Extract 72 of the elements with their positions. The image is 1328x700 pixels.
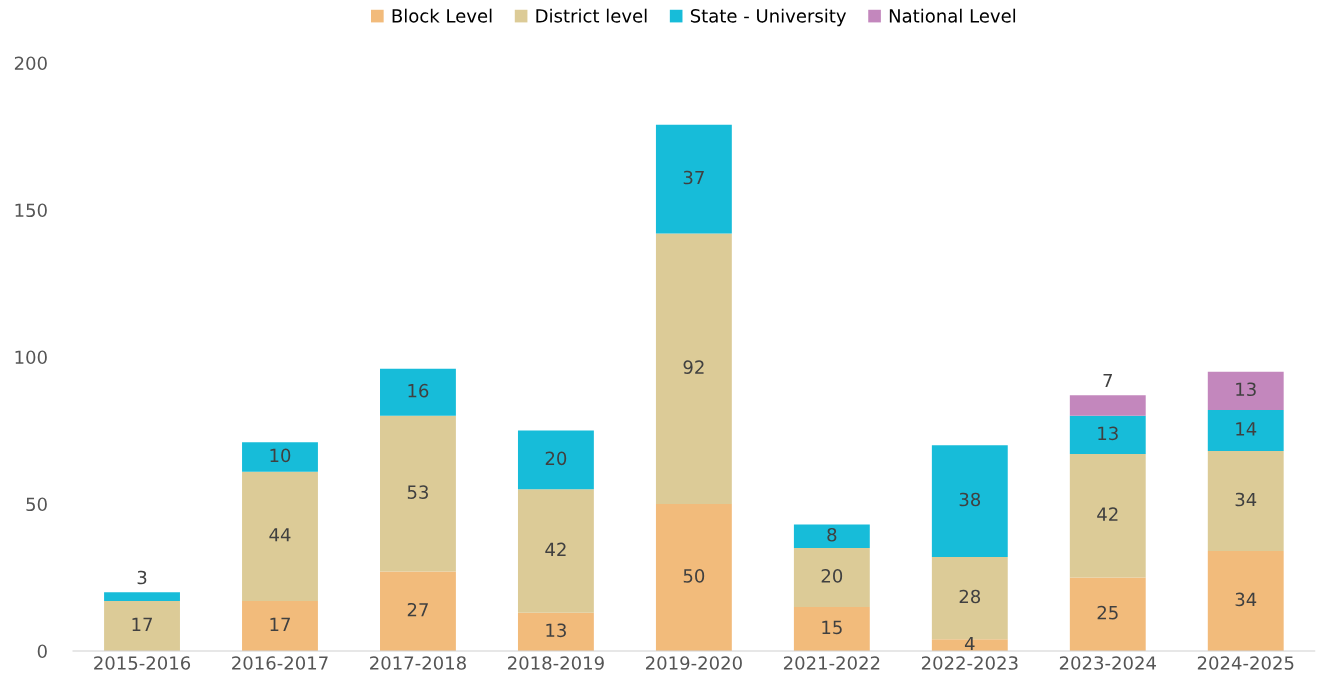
bar	[655, 233, 732, 504]
data-label: 15	[822, 620, 842, 635]
data-label: 37	[683, 170, 704, 185]
data-label: 8	[827, 527, 837, 542]
legend-label: District level	[536, 8, 647, 23]
bar	[1069, 577, 1146, 651]
x-tick-label: 2024-2025	[1197, 656, 1294, 670]
x-tick-label: 2016-2017	[232, 656, 328, 670]
data-label: 53	[407, 485, 428, 499]
bar	[1207, 451, 1284, 552]
x-tick-label: 2018-2019	[508, 656, 604, 670]
data-label: 34	[1235, 492, 1257, 507]
y-tick-label: 0	[37, 644, 47, 659]
bar	[1207, 371, 1284, 410]
data-label: 10	[270, 448, 291, 463]
bar	[242, 601, 318, 651]
x-tick-label: 2015-2016	[94, 656, 191, 670]
data-label: 27	[407, 602, 428, 617]
data-label: 42	[545, 542, 566, 557]
x-tick-label: 2023-2024	[1059, 656, 1156, 670]
y-tick-label: 100	[15, 350, 47, 365]
data-label: 13	[1236, 382, 1256, 397]
bar	[655, 504, 732, 651]
legend-label: State - University	[690, 8, 847, 27]
bar	[104, 592, 180, 602]
data-label: 14	[1236, 422, 1257, 436]
legend-label: Block Level	[392, 8, 492, 23]
y-tick-label: 50	[26, 497, 47, 512]
data-label: 42	[1097, 507, 1118, 521]
bar	[1207, 551, 1284, 651]
x-tick-label: 2017-2018	[370, 656, 466, 670]
data-label: 20	[821, 569, 843, 583]
bar	[1069, 395, 1146, 416]
data-label: 4	[964, 636, 975, 651]
x-tick-label: 2021-2022	[783, 656, 880, 670]
bar	[1207, 409, 1284, 452]
bar	[793, 524, 870, 549]
data-label: 3	[137, 570, 147, 585]
data-label: 44	[269, 528, 291, 542]
data-label: 92	[683, 360, 704, 374]
data-label: 16	[408, 383, 429, 398]
bar	[655, 124, 732, 234]
bar	[517, 489, 594, 613]
bar	[380, 415, 456, 572]
bar	[793, 548, 870, 607]
y-tick-label: 200	[14, 56, 47, 71]
bar	[931, 445, 1008, 557]
data-label: 38	[959, 492, 981, 507]
data-label: 50	[683, 569, 705, 583]
legend-label: National Level	[889, 8, 1016, 23]
data-label: 34	[1235, 592, 1257, 607]
bar	[1069, 454, 1146, 578]
x-tick-label: 2019-2020	[645, 656, 742, 670]
data-label: 7	[1103, 373, 1112, 388]
data-label: 25	[1097, 605, 1118, 620]
bar	[104, 601, 180, 651]
y-tick-label: 150	[15, 203, 47, 218]
bar	[517, 430, 594, 490]
bar	[242, 442, 318, 472]
data-label: 17	[132, 617, 152, 631]
data-label: 13	[546, 623, 566, 638]
bar	[380, 368, 456, 416]
x-tick-label: 2022-2023	[921, 656, 1018, 670]
bar	[242, 471, 318, 602]
data-label: 28	[959, 589, 981, 604]
bar	[380, 571, 456, 651]
data-label: 17	[270, 617, 290, 631]
data-label: 20	[545, 451, 567, 466]
bar	[517, 612, 594, 651]
bar	[793, 606, 870, 651]
bar	[1069, 415, 1146, 455]
data-label: 13	[1098, 426, 1118, 441]
